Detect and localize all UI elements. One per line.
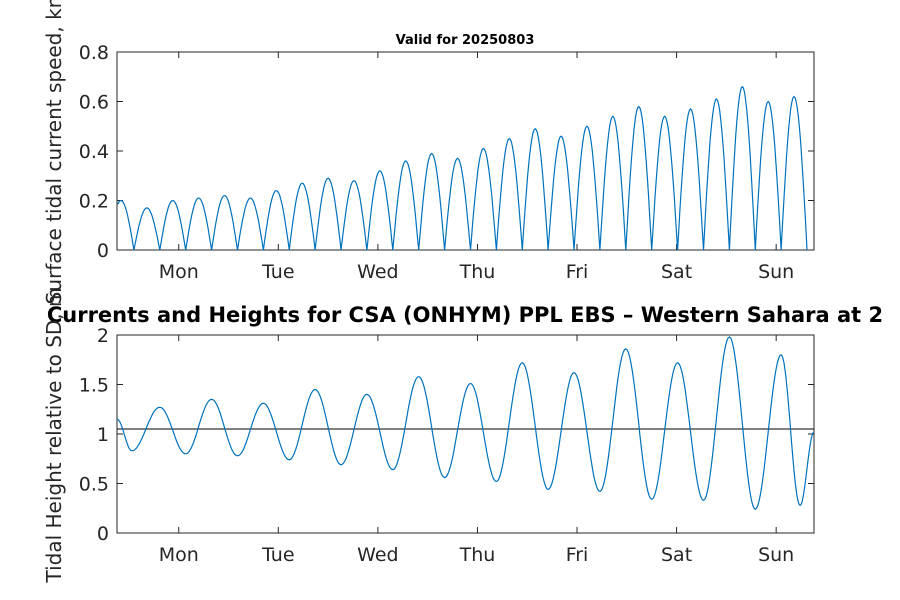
- tidal-height-x-tick-label: Tue: [261, 544, 294, 566]
- tidal-height-x-tick-label: Wed: [357, 544, 398, 566]
- current-speed-y-tick-label: 0.4: [79, 141, 109, 163]
- tidal-height-y-tick-label: 1: [97, 424, 109, 446]
- current-speed-x-tick-label: Tue: [261, 261, 294, 283]
- current-speed-plot-area: [116, 51, 815, 251]
- current-speed-chart: 0 0.2 0.4 0.6 0.8 Mon Tue Wed Thu Fri Sat Sun Vali…: [42, 0, 815, 304]
- current-speed-x-tick-label: Sun: [758, 261, 794, 283]
- tidal-height-y-tick-label: 0: [97, 523, 109, 545]
- tidal-height-x-ticks: Mon Tue Wed Thu Fri Sat Sun: [159, 335, 794, 566]
- tidal-height-y-tick-label: 0.5: [79, 474, 109, 496]
- tidal-height-line: [116, 336, 815, 510]
- current-speed-y-tick-label: 0.8: [79, 42, 109, 64]
- tidal-height-chart-title: Currents and Heights for CSA (ONHYM) PPL…: [47, 303, 883, 327]
- tidal-height-y-ticks: 0 0.5 1 1.5 2: [79, 325, 814, 545]
- current-speed-x-tick-label: Fri: [566, 261, 589, 283]
- current-speed-x-tick-label: Sat: [661, 261, 692, 283]
- tidal-height-x-tick-label: Mon: [159, 544, 199, 566]
- current-speed-x-tick-label: Wed: [357, 261, 398, 283]
- tidal-height-x-tick-label: Fri: [566, 544, 589, 566]
- tidal-height-y-tick-label: 2: [97, 325, 109, 347]
- tidal-height-y-tick-label: 1.5: [79, 375, 109, 397]
- tidal-height-x-tick-label: Sun: [758, 544, 794, 566]
- current-speed-chart-title: Valid for 20250803: [396, 33, 535, 48]
- current-speed-y-ticks: 0 0.2 0.4 0.6 0.8: [79, 42, 814, 262]
- current-speed-x-tick-label: Mon: [159, 261, 199, 283]
- tidal-height-x-tick-label: Sat: [661, 544, 692, 566]
- tidal-height-chart: 0 0.5 1 1.5 2 Mon Tue Wed Thu Fri Sat Sun Currents…: [42, 287, 883, 583]
- current-speed-line: [117, 85, 808, 251]
- current-speed-y-tick-label: 0: [97, 240, 109, 262]
- current-speed-y-axis-label: Surface tidal current speed, kn: [42, 0, 66, 304]
- current-speed-y-tick-label: 0.2: [79, 191, 109, 213]
- tidal-height-x-tick-label: Thu: [459, 544, 496, 566]
- tidal-height-plot-area: [116, 334, 815, 534]
- current-speed-x-ticks: Mon Tue Wed Thu Fri Sat Sun: [159, 52, 794, 283]
- current-speed-y-tick-label: 0.6: [79, 92, 109, 114]
- current-speed-x-tick-label: Thu: [459, 261, 496, 283]
- tidal-height-y-axis-label: Tidal Height relative to SD, m: [42, 287, 66, 583]
